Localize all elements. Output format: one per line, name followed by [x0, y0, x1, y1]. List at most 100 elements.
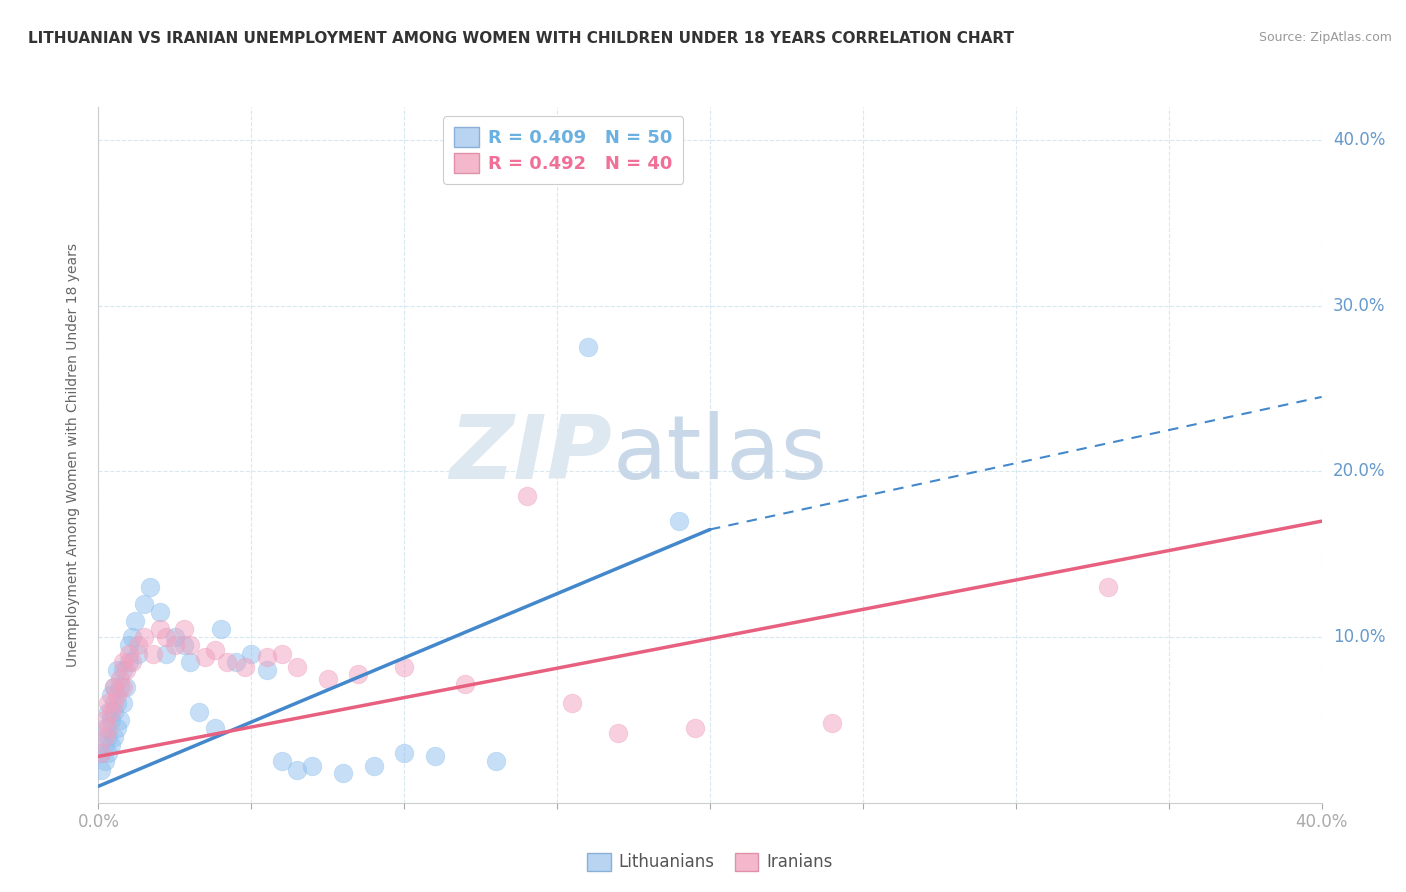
- Point: [97, 697, 120, 711]
- Point: [121, 630, 143, 644]
- Point: [240, 647, 263, 661]
- Point: [256, 650, 278, 665]
- Point: [93, 738, 115, 752]
- Point: [118, 647, 141, 661]
- Point: [93, 721, 115, 735]
- Text: LITHUANIAN VS IRANIAN UNEMPLOYMENT AMONG WOMEN WITH CHILDREN UNDER 18 YEARS CORR: LITHUANIAN VS IRANIAN UNEMPLOYMENT AMONG…: [28, 31, 1014, 46]
- Point: [115, 663, 138, 677]
- Point: [105, 688, 128, 702]
- Point: [100, 713, 122, 727]
- Point: [127, 639, 149, 653]
- Point: [270, 755, 292, 769]
- Point: [100, 705, 122, 719]
- Text: 40.0%: 40.0%: [1333, 131, 1385, 149]
- Point: [149, 622, 172, 636]
- Point: [108, 672, 131, 686]
- Point: [316, 672, 339, 686]
- Point: [142, 647, 165, 661]
- Point: [111, 663, 134, 677]
- Legend: Lithuanians, Iranians: Lithuanians, Iranians: [581, 846, 839, 878]
- Point: [194, 650, 217, 665]
- Point: [118, 655, 141, 669]
- Point: [285, 763, 308, 777]
- Point: [139, 581, 162, 595]
- Text: atlas: atlas: [612, 411, 827, 499]
- Point: [105, 663, 128, 677]
- Point: [97, 721, 120, 735]
- Point: [111, 655, 134, 669]
- Point: [233, 660, 256, 674]
- Point: [108, 713, 131, 727]
- Point: [134, 630, 156, 644]
- Point: [204, 721, 226, 735]
- Point: [100, 688, 122, 702]
- Point: [97, 705, 120, 719]
- Point: [90, 763, 112, 777]
- Point: [607, 726, 630, 740]
- Point: [683, 721, 706, 735]
- Point: [576, 340, 599, 354]
- Point: [179, 655, 201, 669]
- Y-axis label: Unemployment Among Women with Children Under 18 years: Unemployment Among Women with Children U…: [66, 243, 80, 667]
- Text: 20.0%: 20.0%: [1333, 462, 1385, 481]
- Point: [173, 622, 195, 636]
- Point: [516, 489, 538, 503]
- Point: [392, 660, 416, 674]
- Point: [347, 666, 370, 681]
- Point: [301, 759, 323, 773]
- Text: Source: ZipAtlas.com: Source: ZipAtlas.com: [1258, 31, 1392, 45]
- Point: [392, 746, 416, 760]
- Point: [179, 639, 201, 653]
- Point: [215, 655, 238, 669]
- Point: [134, 597, 156, 611]
- Point: [93, 713, 115, 727]
- Text: ZIP: ZIP: [450, 411, 612, 499]
- Point: [204, 643, 226, 657]
- Point: [163, 639, 186, 653]
- Point: [103, 697, 125, 711]
- Point: [97, 730, 120, 744]
- Point: [118, 639, 141, 653]
- Point: [97, 746, 120, 760]
- Point: [100, 738, 122, 752]
- Point: [103, 730, 125, 744]
- Point: [155, 630, 177, 644]
- Point: [121, 655, 143, 669]
- Point: [209, 622, 232, 636]
- Point: [173, 639, 195, 653]
- Point: [90, 746, 112, 760]
- Point: [454, 676, 477, 690]
- Point: [124, 614, 146, 628]
- Point: [270, 647, 292, 661]
- Point: [105, 721, 128, 735]
- Text: 10.0%: 10.0%: [1333, 628, 1385, 646]
- Point: [90, 746, 112, 760]
- Point: [285, 660, 308, 674]
- Point: [188, 705, 211, 719]
- Point: [155, 647, 177, 661]
- Point: [103, 680, 125, 694]
- Point: [332, 766, 354, 780]
- Point: [561, 697, 583, 711]
- Point: [108, 680, 131, 694]
- Point: [821, 716, 844, 731]
- Point: [111, 680, 134, 694]
- Point: [256, 663, 278, 677]
- Point: [423, 749, 446, 764]
- Point: [93, 755, 115, 769]
- Point: [163, 630, 186, 644]
- Point: [103, 680, 125, 694]
- Point: [1097, 581, 1119, 595]
- Point: [225, 655, 247, 669]
- Point: [103, 705, 125, 719]
- Point: [111, 697, 134, 711]
- Point: [668, 514, 690, 528]
- Point: [127, 647, 149, 661]
- Text: 30.0%: 30.0%: [1333, 297, 1385, 315]
- Point: [93, 730, 115, 744]
- Point: [105, 697, 128, 711]
- Point: [363, 759, 385, 773]
- Point: [149, 605, 172, 619]
- Point: [485, 755, 508, 769]
- Point: [115, 680, 138, 694]
